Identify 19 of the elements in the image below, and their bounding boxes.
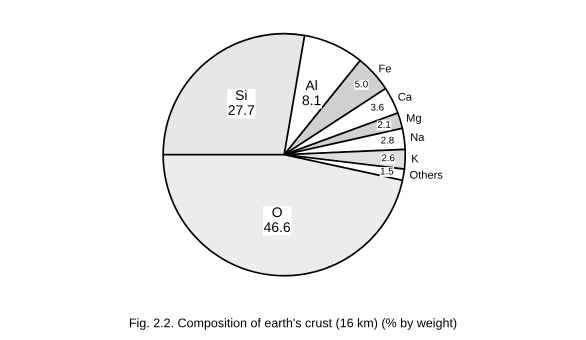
slice-label: Ca — [398, 92, 412, 101]
slice-label: Na — [411, 133, 424, 141]
slice-label: Mg — [407, 114, 421, 124]
slice-label: Fe — [379, 64, 391, 72]
slice-label: Others — [410, 170, 442, 179]
slice-label: Si — [236, 90, 247, 100]
data-label: 1.5 — [380, 168, 394, 175]
data-label: 46.6 — [264, 222, 290, 232]
slice-label: O — [272, 207, 282, 218]
data-label: 5.0 — [355, 80, 368, 88]
data-label: 3.6 — [370, 104, 384, 111]
data-label: 2.8 — [381, 136, 394, 144]
data-label: 2.1 — [378, 121, 390, 128]
data-label: 8.1 — [302, 95, 321, 106]
slice-label: Al — [305, 80, 317, 90]
slice-label: K — [412, 154, 418, 162]
data-label: 2.6 — [382, 154, 395, 162]
text: Fig. 2.2. Composition of earth's crust (16 km) (% by weight) — [130, 318, 456, 330]
data-label: 27.7 — [228, 105, 254, 115]
